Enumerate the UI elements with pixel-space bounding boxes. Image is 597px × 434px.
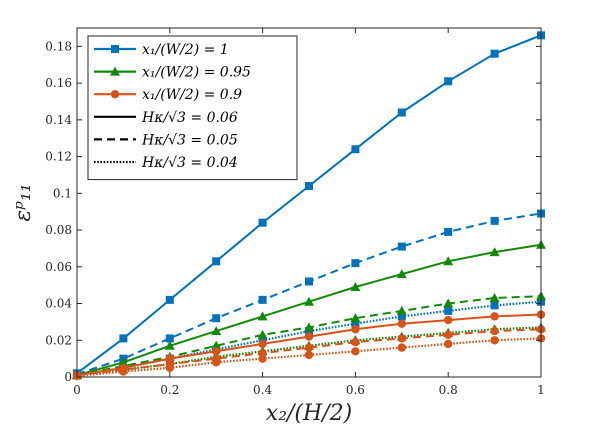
x-tick-label: 1 xyxy=(537,383,545,397)
data-point xyxy=(397,312,406,321)
data-point xyxy=(490,312,499,321)
data-point xyxy=(165,295,174,304)
data-point xyxy=(490,326,499,336)
data-point xyxy=(490,49,499,58)
data-point xyxy=(304,350,314,360)
y-tick-label: 0.16 xyxy=(45,76,72,90)
data-point xyxy=(304,332,314,341)
axis-ticks: 0 0.2 0.4 0.6 0.8 1 0 0.02 0.04 0.06 0.08 0.1 0.12 0.… xyxy=(45,28,545,397)
legend-entry: x₁/(W/2) = 0.95 xyxy=(94,65,251,81)
data-point xyxy=(119,367,128,376)
legend-entry: x₁/(W/2) = 1 xyxy=(94,42,229,58)
data-point xyxy=(350,281,361,291)
data-point xyxy=(211,340,222,350)
y-axis-label: εᵖ₁₁ xyxy=(11,183,36,221)
legend-label: Hκ/√3 = 0.05 xyxy=(141,132,238,148)
legend-label: x₁/(W/2) = 0.9 xyxy=(142,87,242,103)
data-point xyxy=(351,319,360,328)
y-tick-label: 0.14 xyxy=(45,113,72,127)
legend-entry: Hκ/√3 = 0.06 xyxy=(94,110,238,126)
data-point xyxy=(258,354,267,363)
legend-label: Hκ/√3 = 0.04 xyxy=(141,155,238,171)
x-tick-label: 0.4 xyxy=(253,383,272,397)
data-point xyxy=(165,334,174,343)
legend-marker xyxy=(110,90,120,99)
data-point xyxy=(444,330,453,339)
data-point xyxy=(258,295,267,304)
data-point xyxy=(212,257,221,266)
x-tick-label: 0 xyxy=(73,383,81,397)
x-tick-label: 0.8 xyxy=(439,383,458,397)
data-point xyxy=(444,306,453,315)
legend-label: x₁/(W/2) = 0.95 xyxy=(142,65,251,81)
x-tick-label: 0.6 xyxy=(346,383,365,397)
data-point xyxy=(212,314,221,323)
data-point xyxy=(490,336,499,345)
data-point xyxy=(119,334,128,343)
data-point xyxy=(397,343,406,352)
data-point xyxy=(351,259,360,268)
data-point xyxy=(351,347,360,356)
y-tick-label: 0.12 xyxy=(45,150,72,164)
data-point xyxy=(351,337,360,347)
data-point xyxy=(211,326,222,336)
legend: x₁/(W/2) = 1 x₁/(W/2) = 0.95 x₁/(W/2) = 0.… xyxy=(87,35,298,181)
data-point xyxy=(489,247,500,257)
data-point xyxy=(304,343,314,352)
data-point xyxy=(444,227,453,236)
data-point xyxy=(396,305,407,315)
data-point xyxy=(305,277,313,286)
data-point xyxy=(490,301,499,310)
legend-marker xyxy=(110,66,120,76)
data-point xyxy=(397,319,406,328)
data-point xyxy=(257,311,268,321)
data-point xyxy=(350,313,361,323)
data-point xyxy=(397,108,406,117)
data-point xyxy=(444,315,453,325)
legend-label: x₁/(W/2) = 1 xyxy=(142,42,229,58)
y-tick-label: 0.18 xyxy=(45,39,72,53)
axes-box xyxy=(76,27,542,378)
data-point xyxy=(258,339,267,349)
data-point xyxy=(257,329,268,339)
data-point xyxy=(397,334,406,343)
series-line xyxy=(76,337,542,378)
y-tick-label: 0.08 xyxy=(45,223,72,237)
legend-entry: Hκ/√3 = 0.05 xyxy=(94,132,238,148)
y-tick-label: 0.02 xyxy=(45,333,72,347)
data-point xyxy=(164,340,175,350)
data-point xyxy=(258,218,267,227)
y-tick-label: 0.04 xyxy=(45,297,72,311)
legend-entry: Hκ/√3 = 0.04 xyxy=(94,155,238,171)
legend-label: Hκ/√3 = 0.06 xyxy=(141,110,238,126)
data-point xyxy=(351,145,360,154)
data-point xyxy=(490,216,499,225)
data-point xyxy=(396,269,407,279)
data-point xyxy=(443,298,454,308)
data-point xyxy=(444,77,453,86)
series-6 xyxy=(72,310,546,380)
data-point xyxy=(351,325,360,334)
x-axis-label: x₂/(H/2) xyxy=(266,401,352,426)
data-point xyxy=(444,339,453,349)
data-point xyxy=(305,181,313,190)
y-tick-label: 0.1 xyxy=(53,186,72,200)
legend-box xyxy=(87,35,298,181)
data-point xyxy=(443,256,454,266)
data-point xyxy=(212,347,221,356)
data-point xyxy=(304,296,314,306)
data-point xyxy=(489,293,500,303)
data-point xyxy=(304,322,314,332)
series-8 xyxy=(72,334,546,381)
y-tick-label: 0.06 xyxy=(45,260,72,274)
legend-marker xyxy=(111,45,119,53)
x-tick-label: 0.2 xyxy=(160,383,179,397)
data-point xyxy=(165,363,174,373)
data-point xyxy=(397,242,406,251)
legend-entry: x₁/(W/2) = 0.9 xyxy=(94,87,242,103)
data-point xyxy=(212,358,221,367)
y-tick-label: 0 xyxy=(64,370,72,384)
